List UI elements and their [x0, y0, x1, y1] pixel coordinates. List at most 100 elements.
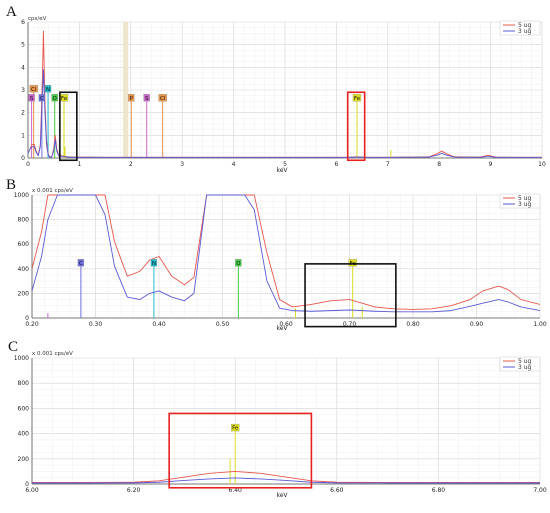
x-tick-label: 0.20 [25, 321, 39, 328]
y-tick-label: 5 [21, 42, 25, 49]
highlight-band [123, 22, 129, 158]
x-tick-label: 3 [180, 161, 184, 168]
element-badge-o [235, 259, 242, 267]
x-tick-label: 0.30 [89, 321, 103, 328]
series-line-1 [32, 477, 540, 484]
element-badge-c [77, 259, 85, 267]
x-tick-label: 6 [334, 161, 338, 168]
highlight-box [304, 263, 397, 328]
element-label: Fe [61, 96, 68, 102]
element-label: Fe [232, 426, 239, 432]
plot-content [32, 194, 540, 318]
x-tick-label: 4 [232, 161, 236, 168]
x-tick-label: 0.60 [279, 321, 293, 328]
legend: 5 ug3 ug [499, 356, 541, 372]
x-tick-label: 6.20 [127, 487, 141, 494]
element-badge-p [128, 94, 135, 102]
x-axis-label: keV [276, 492, 288, 499]
plot-content [32, 431, 540, 484]
x-tick-label: 2 [129, 161, 133, 168]
x-tick-label: 7.00 [533, 487, 547, 494]
y-axis-unit: cps/eV [28, 16, 47, 22]
y-tick-label: 600 [18, 241, 30, 248]
element-label: P [130, 96, 134, 102]
y-tick-label: 6 [21, 19, 25, 26]
y-tick-label: 1 [21, 132, 25, 139]
element-label: Cl [31, 87, 37, 93]
element-label: Fe [354, 96, 361, 102]
legend-label-0: 5 ug [518, 22, 532, 29]
element-badge-fe [352, 94, 362, 102]
x-tick-label: 0.40 [152, 321, 166, 328]
series-line-0 [32, 470, 540, 483]
highlight-box [168, 412, 313, 489]
y-tick-label: 2 [21, 110, 25, 117]
panel-letter: B [6, 177, 16, 193]
x-tick-label: 0.90 [470, 321, 484, 328]
element-badge-cl [158, 94, 167, 102]
x-tick-label: 5 [283, 161, 287, 168]
y-tick-label: 400 [18, 266, 30, 273]
x-tick-label: 6.40 [229, 487, 243, 494]
y-tick-label: 0 [21, 155, 25, 162]
element-label: O [53, 96, 58, 102]
element-label: S [30, 96, 34, 102]
legend-label-1: 3 ug [518, 201, 532, 208]
x-tick-label: 1.00 [533, 321, 547, 328]
series-line-1 [32, 194, 540, 313]
y-tick-label: 200 [18, 290, 30, 297]
y-tick-label: 800 [18, 217, 30, 224]
highlight-box [59, 91, 78, 162]
element-label: C [40, 96, 44, 102]
y-tick-label: 800 [18, 380, 30, 387]
x-tick-label: 0.80 [406, 321, 420, 328]
element-label: Cl [160, 96, 166, 102]
x-tick-label: 0.50 [216, 321, 230, 328]
y-tick-label: 0 [25, 315, 29, 322]
x-tick-label: 0 [26, 161, 30, 168]
x-tick-label: 0.70 [343, 321, 357, 328]
series-line-1 [28, 69, 542, 158]
highlight-box [346, 91, 366, 162]
y-axis-unit: x 0.001 cps/eV [32, 351, 73, 357]
x-tick-label: 6.80 [432, 487, 446, 494]
x-tick-label: 8 [437, 161, 441, 168]
y-tick-label: 4 [21, 64, 25, 71]
y-tick-label: 1000 [14, 355, 29, 362]
x-tick-label: 1 [77, 161, 81, 168]
element-badge-fe [348, 259, 357, 267]
y-tick-label: 0 [25, 481, 29, 488]
element-badge-s [28, 94, 35, 102]
x-tick-label: 7 [386, 161, 390, 168]
legend-label-1: 3 ug [518, 28, 532, 35]
y-tick-label: 200 [18, 456, 30, 463]
legend-label-0: 5 ug [518, 358, 532, 365]
x-axis-label: keV [276, 325, 288, 332]
element-label: C [79, 261, 83, 267]
element-badge-c [38, 94, 46, 102]
y-tick-label: 1000 [14, 192, 29, 199]
x-tick-label: 6.60 [330, 487, 344, 494]
element-label: S [145, 96, 149, 102]
element-badge-cl [29, 85, 38, 93]
y-tick-label: 400 [18, 431, 30, 438]
legend: 5 ug3 ug [499, 20, 541, 36]
x-tick-label: 10 [538, 161, 546, 168]
element-badge-n [44, 85, 52, 93]
y-tick-label: 3 [21, 87, 25, 94]
plot-content [28, 30, 542, 158]
legend-label-1: 3 ug [518, 364, 532, 371]
element-badge-fe [231, 423, 240, 432]
y-tick-label: 600 [18, 405, 30, 412]
x-tick-label: 9 [489, 161, 493, 168]
legend: 5 ug3 ug [499, 193, 541, 209]
x-tick-label: 6.00 [25, 487, 39, 494]
legend-label-0: 5 ug [518, 195, 532, 202]
panel-letter: A [6, 4, 17, 20]
y-axis-unit: x 0.001 cps/eV [32, 188, 73, 194]
element-label: N [152, 261, 156, 267]
